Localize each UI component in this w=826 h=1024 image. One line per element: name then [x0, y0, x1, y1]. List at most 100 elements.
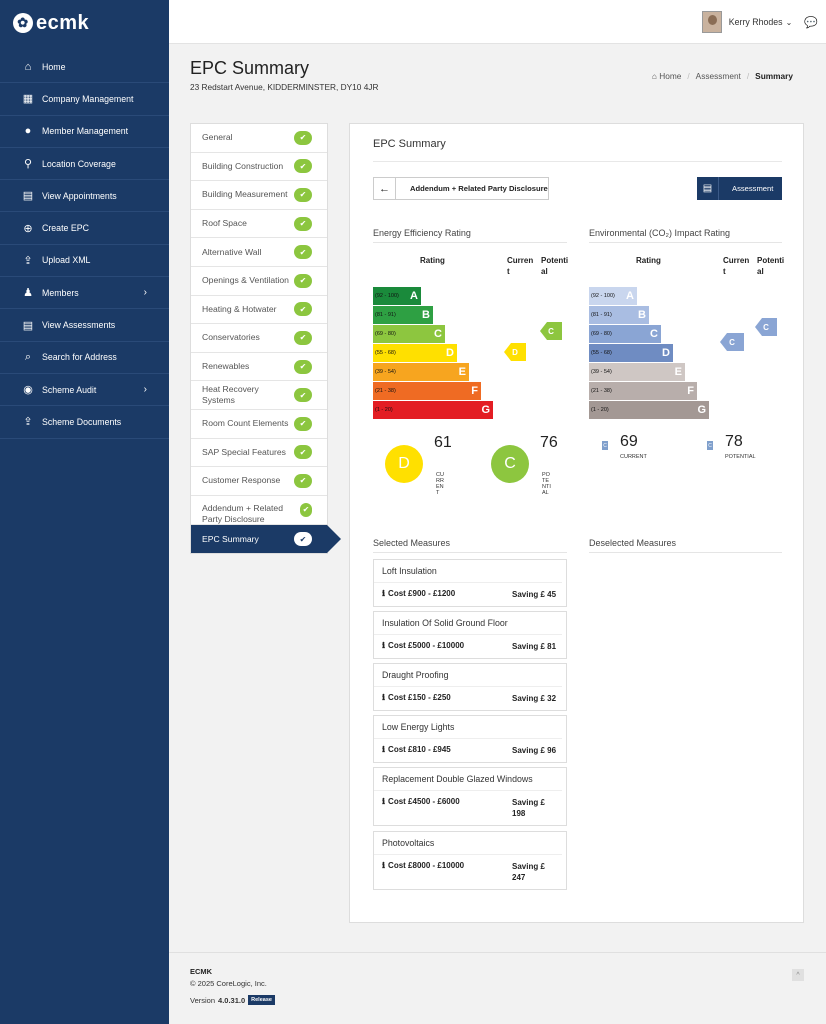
step-addendum-related-party-disclosure[interactable]: Addendum + Related Party Disclosure ✔: [191, 496, 327, 525]
step-label: Addendum + Related Party Disclosure: [202, 502, 283, 524]
users-icon: ♟: [23, 287, 33, 300]
breadcrumb-home[interactable]: ⌂ Home: [651, 71, 682, 81]
energy-potential-value: 76: [540, 434, 558, 451]
sidebar-item-search-for-address[interactable]: ⌕ Search for Address: [0, 342, 169, 374]
footer-brand: ECMK: [190, 967, 213, 976]
page-title: EPC Summary: [190, 58, 310, 78]
environmental-band-range: (69 - 80): [591, 331, 612, 337]
sidebar-item-view-assessments[interactable]: ▤ View Assessments: [0, 309, 169, 342]
step-epc-summary[interactable]: EPC Summary ✔: [191, 524, 341, 554]
back-button[interactable]: ← Addendum + Related Party Disclosure: [373, 177, 549, 200]
measure-title: Draught Proofing: [374, 664, 562, 687]
info-icon[interactable]: ℹ: [382, 797, 386, 806]
environmental-potential-marker-letter: C: [763, 322, 769, 332]
step-general[interactable]: General ✔: [191, 124, 327, 153]
step-alternative-wall[interactable]: Alternative Wall ✔: [191, 238, 327, 267]
energy-band-letter: C: [434, 328, 442, 340]
chat-icon[interactable]: 💬: [804, 16, 818, 29]
footer: ECMK © 2025 CoreLogic, Inc. Version 4.0.…: [169, 952, 826, 1024]
step-list: General ✔ Building Construction ✔ Building M…: [190, 123, 341, 555]
top-bar: Kerry Rhodes ⌄ 💬: [169, 0, 826, 44]
info-icon[interactable]: ℹ: [382, 641, 386, 650]
step-customer-response[interactable]: Customer Response ✔: [191, 467, 327, 496]
step-sap-special-features[interactable]: SAP Special Features ✔: [191, 439, 327, 468]
environmental-current-marker-polygon: [720, 333, 744, 351]
energy-current-marker-letter: D: [512, 347, 518, 357]
environmental-band-c: (69 - 80) C: [589, 325, 661, 343]
user-menu[interactable]: Kerry Rhodes ⌄ 💬: [701, 11, 818, 33]
step-roof-space[interactable]: Roof Space ✔: [191, 210, 327, 239]
check-icon: ✔: [294, 473, 312, 488]
energy-band-letter: B: [422, 309, 430, 321]
step-building-measurement[interactable]: Building Measurement ✔: [191, 181, 327, 210]
document-icon: ▤: [22, 319, 34, 332]
environmental-band-b: (81 - 91) B: [589, 306, 649, 324]
step-room-count-elements[interactable]: Room Count Elements ✔: [191, 410, 327, 439]
epc-summary-panel: EPC Summary ← Addendum + Related Party D…: [349, 123, 804, 923]
sidebar-item-label: Search for Address: [42, 352, 117, 363]
step-label: Customer Response: [202, 475, 281, 486]
energy-band-c: (69 - 80) C: [373, 325, 445, 343]
sidebar-item-members[interactable]: ♟ Members ›: [0, 277, 169, 310]
info-icon[interactable]: ℹ: [382, 745, 386, 754]
check-icon: ✔: [294, 445, 312, 460]
building-icon: ▦: [22, 93, 34, 106]
sidebar-item-create-epc[interactable]: ⊕ Create EPC: [0, 212, 169, 245]
energy-band-f: (21 - 38) F: [373, 382, 481, 400]
sidebar-item-label: Company Management: [42, 93, 134, 104]
sidebar-item-home[interactable]: ⌂ Home: [0, 51, 169, 84]
energy-potential-marker: C: [540, 322, 562, 340]
plus-circle-icon: ⊕: [23, 222, 33, 235]
step-heat-recovery-systems[interactable]: Heat Recovery Systems ✔: [191, 381, 327, 410]
sidebar-item-view-appointments[interactable]: ▤ View Appointments: [0, 180, 169, 213]
measure-cost-text: Cost £150 - £250: [388, 693, 451, 702]
info-icon[interactable]: ℹ: [382, 861, 386, 870]
document-icon: ▤: [697, 177, 719, 200]
environmental-band-range: (92 - 100): [591, 293, 615, 299]
energy-col-current: Current: [507, 256, 534, 276]
info-icon[interactable]: ℹ: [382, 693, 386, 702]
panel-title: EPC Summary: [373, 138, 446, 150]
breadcrumb-assessment[interactable]: Assessment: [695, 71, 741, 81]
footer-copyright: © 2025 CoreLogic, Inc.: [190, 979, 267, 988]
sidebar-item-scheme-documents[interactable]: ⇪ Scheme Documents: [0, 406, 169, 439]
environmental-band-letter: B: [638, 309, 646, 321]
step-label: Room Count Elements: [202, 418, 289, 429]
sidebar-item-member-management[interactable]: ● Member Management: [0, 116, 169, 148]
environmental-current-marker: C: [720, 333, 744, 351]
step-label: Heat Recovery Systems: [202, 384, 259, 406]
environmental-band-e: (39 - 54) E: [589, 363, 685, 381]
step-heating-hotwater[interactable]: Heating & Hotwater ✔: [191, 296, 327, 325]
map-pin-icon: ⚲: [23, 158, 33, 171]
sidebar-item-label: Create EPC: [42, 223, 89, 234]
environmental-current-marker-shape: [720, 333, 744, 351]
sidebar-item-company-management[interactable]: ▦ Company Management: [0, 83, 169, 116]
upload-icon: ⇪: [23, 416, 33, 429]
avatar: [701, 11, 722, 33]
info-icon[interactable]: ℹ: [382, 589, 386, 598]
measure-saving: Saving £ 45: [512, 590, 557, 599]
energy-band-range: (69 - 80): [375, 331, 396, 337]
measure-details: ℹ Cost £810 - £945 Saving £ 96: [374, 739, 566, 762]
assessment-button-label: Assessment: [732, 184, 774, 193]
scroll-to-top-button[interactable]: ^: [792, 969, 804, 981]
measure-cost: ℹ Cost £4500 - £6000: [382, 797, 460, 819]
sidebar-item-scheme-audit[interactable]: ◉ Scheme Audit ›: [0, 374, 169, 407]
step-renewables[interactable]: Renewables ✔: [191, 353, 327, 382]
calendar-icon: ▤: [22, 190, 34, 203]
measure-title: Replacement Double Glazed Windows: [374, 768, 562, 791]
sidebar-item-upload-xml[interactable]: ⇪ Upload XML: [0, 245, 169, 278]
energy-potential-marker-letter: C: [548, 326, 554, 336]
step-conservatories[interactable]: Conservatories ✔: [191, 324, 327, 353]
logo-text: ecmk: [36, 11, 90, 34]
measure-cost: ℹ Cost £900 - £1200: [382, 589, 455, 600]
sidebar-item-location-coverage[interactable]: ⚲ Location Coverage: [0, 148, 169, 181]
assessment-button[interactable]: ▤ Assessment: [697, 177, 782, 200]
measure-details: ℹ Cost £8000 - £10000 Saving £ 247: [374, 855, 566, 889]
logo[interactable]: ✿ ecmk: [0, 0, 169, 46]
step-openings-ventilation[interactable]: Openings & Ventilation ✔: [191, 267, 327, 296]
environmental-current-marker-letter: C: [729, 337, 735, 347]
step-building-construction[interactable]: Building Construction ✔: [191, 153, 327, 182]
environmental-band-range: (81 - 91): [591, 312, 612, 318]
check-icon: ✔: [294, 159, 312, 174]
